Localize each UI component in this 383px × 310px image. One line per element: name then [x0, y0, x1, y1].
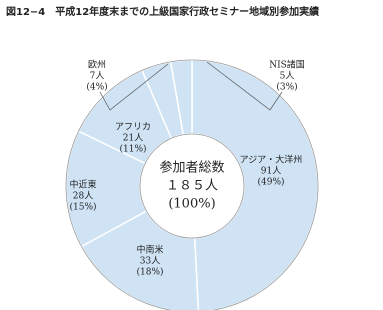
percent-label: (49%)	[257, 177, 284, 188]
slice-name: 中南米	[136, 244, 163, 256]
value-label: 33人	[140, 256, 160, 267]
percent-label: (18%)	[136, 267, 163, 278]
slice-name: アジア・大洋州	[240, 154, 303, 166]
inner-ring	[139, 133, 245, 239]
slice-name: アフリカ	[115, 122, 151, 133]
center-percent: (100%)	[168, 197, 215, 212]
center-total: １８５人	[166, 179, 218, 194]
value-label: 91人	[261, 166, 281, 177]
value-label: 28人	[73, 191, 93, 202]
percent-label: (3%)	[276, 82, 297, 93]
slice-name: 中近東	[69, 179, 96, 191]
value-label: 21人	[123, 133, 143, 144]
percent-label: (11%)	[119, 144, 146, 155]
leader-line	[99, 63, 169, 111]
value-label: 5人	[280, 71, 295, 82]
donut	[65, 59, 319, 310]
leader-line	[206, 61, 283, 111]
slice-name: 欧州	[88, 59, 106, 71]
slice-name: NIS諸国	[269, 59, 305, 71]
outer-ring	[65, 59, 319, 310]
percent-label: (15%)	[69, 202, 96, 213]
center-title: 参加者総数	[159, 160, 224, 176]
percent-label: (4%)	[86, 82, 107, 93]
value-label: 7人	[90, 71, 105, 82]
chart-title: 図12−4 平成12年度末までの上級国家行政セミナー地域別参加実績	[6, 5, 319, 18]
